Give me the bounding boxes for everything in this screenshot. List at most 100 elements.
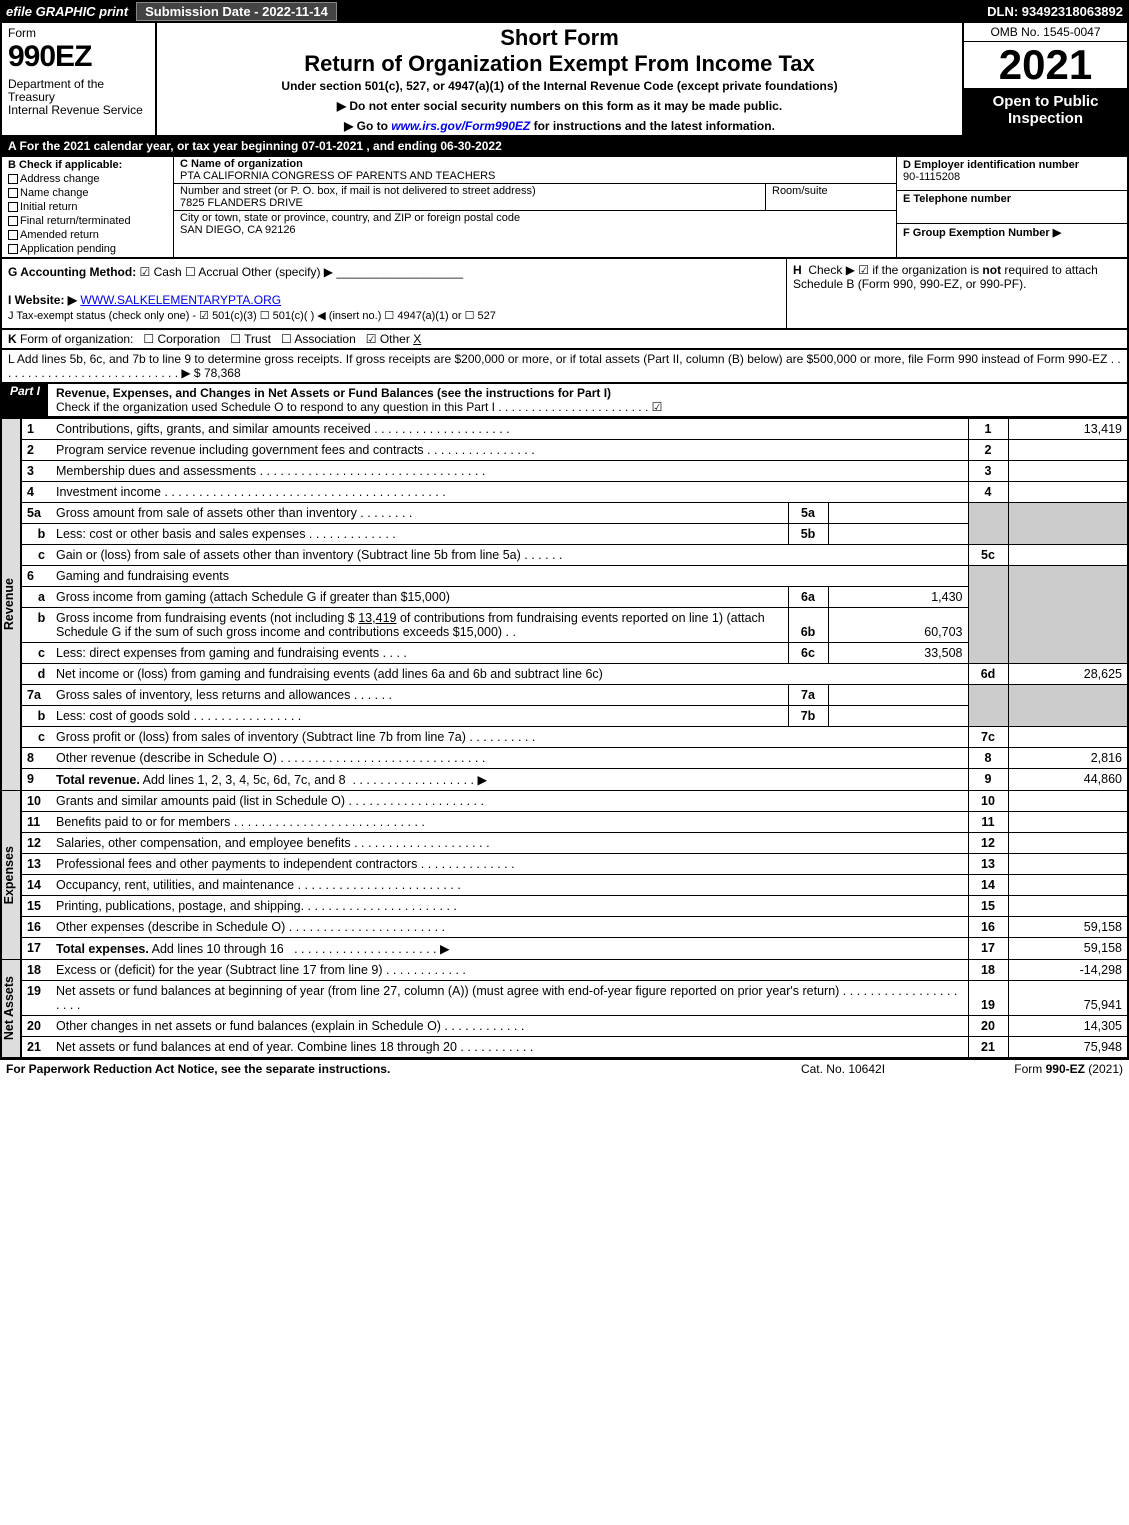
line-12-desc: Salaries, other compensation, and employ… bbox=[51, 833, 968, 854]
line-2-desc: Program service revenue including govern… bbox=[51, 440, 968, 461]
line-3-desc: Membership dues and assessments . . . . … bbox=[51, 461, 968, 482]
line-1-rnum: 1 bbox=[968, 419, 1008, 440]
website-link[interactable]: WWW.SALKELEMENTARYPTA.ORG bbox=[80, 293, 281, 307]
header-right: OMB No. 1545-0047 2021 Open to Public In… bbox=[962, 23, 1127, 135]
line-17-rnum: 17 bbox=[968, 938, 1008, 960]
line-14-desc: Occupancy, rent, utilities, and maintena… bbox=[51, 875, 968, 896]
b-opt-final: Final return/terminated bbox=[8, 215, 167, 227]
line-7c-val bbox=[1008, 727, 1128, 748]
line-11-rnum: 11 bbox=[968, 812, 1008, 833]
line-7b-num: b bbox=[21, 706, 51, 727]
line-8-val: 2,816 bbox=[1008, 748, 1128, 769]
section-c: C Name of organization PTA CALIFORNIA CO… bbox=[174, 157, 897, 257]
f-label: F Group Exemption Number ▶ bbox=[903, 227, 1061, 239]
revenue-side-label: Revenue bbox=[1, 419, 21, 791]
line-7c-num: c bbox=[21, 727, 51, 748]
line-6d-val: 28,625 bbox=[1008, 664, 1128, 685]
line-2-val bbox=[1008, 440, 1128, 461]
d-ein-row: D Employer identification number 90-1115… bbox=[897, 157, 1127, 191]
line-6b-innum: 6b bbox=[788, 608, 828, 643]
line-18-val: -14,298 bbox=[1008, 960, 1128, 981]
h-text: H Check ▶ ☑ if the organization is not r… bbox=[793, 263, 1098, 291]
line-20-num: 20 bbox=[21, 1016, 51, 1037]
form-subtitle: Under section 501(c), 527, or 4947(a)(1)… bbox=[165, 79, 954, 93]
shade-7-val bbox=[1008, 685, 1128, 727]
org-city: SAN DIEGO, CA 92126 bbox=[180, 224, 296, 236]
j-tax-status: J Tax-exempt status (check only one) - ☑… bbox=[8, 309, 780, 322]
page-footer: For Paperwork Reduction Act Notice, see … bbox=[0, 1059, 1129, 1078]
line-16-num: 16 bbox=[21, 917, 51, 938]
line-7a-num: 7a bbox=[21, 685, 51, 706]
c-city-label: City or town, state or province, country… bbox=[180, 212, 520, 224]
line-20-val: 14,305 bbox=[1008, 1016, 1128, 1037]
c-addr-label: Number and street (or P. O. box, if mail… bbox=[180, 185, 536, 197]
dln-number: DLN: 93492318063892 bbox=[987, 4, 1123, 19]
shade-5-val bbox=[1008, 503, 1128, 545]
line-5b-num: b bbox=[21, 524, 51, 545]
expenses-side-label: Expenses bbox=[1, 791, 21, 960]
b-label: B Check if applicable: bbox=[8, 159, 167, 171]
form-word: Form bbox=[8, 26, 149, 40]
irs-link[interactable]: www.irs.gov/Form990EZ bbox=[391, 119, 530, 133]
form-number: 990EZ bbox=[8, 40, 149, 74]
line-4-num: 4 bbox=[21, 482, 51, 503]
line-5a-inval bbox=[828, 503, 968, 524]
row-l: L Add lines 5b, 6c, and 7b to line 9 to … bbox=[0, 350, 1129, 384]
line-17-num: 17 bbox=[21, 938, 51, 960]
line-15-val bbox=[1008, 896, 1128, 917]
line-13-desc: Professional fees and other payments to … bbox=[51, 854, 968, 875]
org-address: 7825 FLANDERS DRIVE bbox=[180, 197, 303, 209]
e-label: E Telephone number bbox=[903, 193, 1011, 205]
line-10-num: 10 bbox=[21, 791, 51, 812]
line-21-num: 21 bbox=[21, 1037, 51, 1059]
line-5a-innum: 5a bbox=[788, 503, 828, 524]
i-website-row: I Website: ▶ WWW.SALKELEMENTARYPTA.ORG bbox=[8, 293, 780, 307]
line-5b-inval bbox=[828, 524, 968, 545]
line-6b-desc: Gross income from fundraising events (no… bbox=[51, 608, 788, 643]
header-left: Form 990EZ Department of the Treasury In… bbox=[2, 23, 157, 135]
line-12-num: 12 bbox=[21, 833, 51, 854]
line-16-val: 59,158 bbox=[1008, 917, 1128, 938]
line-8-rnum: 8 bbox=[968, 748, 1008, 769]
line-15-desc: Printing, publications, postage, and shi… bbox=[51, 896, 968, 917]
line-20-rnum: 20 bbox=[968, 1016, 1008, 1037]
netassets-side-label: Net Assets bbox=[1, 960, 21, 1059]
line-10-val bbox=[1008, 791, 1128, 812]
line-12-rnum: 12 bbox=[968, 833, 1008, 854]
header-mid: Short Form Return of Organization Exempt… bbox=[157, 23, 962, 135]
line-18-rnum: 18 bbox=[968, 960, 1008, 981]
b-opt-pending: Application pending bbox=[8, 243, 167, 255]
line-16-rnum: 16 bbox=[968, 917, 1008, 938]
line-18-desc: Excess or (deficit) for the year (Subtra… bbox=[51, 960, 968, 981]
line-7a-desc: Gross sales of inventory, less returns a… bbox=[51, 685, 788, 706]
c-name-label: C Name of organization bbox=[180, 158, 303, 170]
row-a-tax-year: A For the 2021 calendar year, or tax yea… bbox=[0, 137, 1129, 157]
line-19-rnum: 19 bbox=[968, 981, 1008, 1016]
line-6c-innum: 6c bbox=[788, 643, 828, 664]
footer-cat: Cat. No. 10642I bbox=[743, 1062, 943, 1076]
b-opt-address: Address change bbox=[8, 173, 167, 185]
part-1-header: Part I Revenue, Expenses, and Changes in… bbox=[0, 384, 1129, 418]
line-5c-val bbox=[1008, 545, 1128, 566]
line-6-num: 6 bbox=[21, 566, 51, 587]
line-9-rnum: 9 bbox=[968, 769, 1008, 791]
section-def: D Employer identification number 90-1115… bbox=[897, 157, 1127, 257]
section-h: H Check ▶ ☑ if the organization is not r… bbox=[787, 259, 1127, 328]
line-5a-desc: Gross amount from sale of assets other t… bbox=[51, 503, 788, 524]
line-11-num: 11 bbox=[21, 812, 51, 833]
line-12-val bbox=[1008, 833, 1128, 854]
line-6a-num: a bbox=[21, 587, 51, 608]
submission-date: Submission Date - 2022-11-14 bbox=[136, 2, 337, 21]
line-19-num: 19 bbox=[21, 981, 51, 1016]
inspection-label: Open to Public Inspection bbox=[964, 89, 1127, 135]
line-19-desc: Net assets or fund balances at beginning… bbox=[51, 981, 968, 1016]
line-4-desc: Investment income . . . . . . . . . . . … bbox=[51, 482, 968, 503]
line-6d-rnum: 6d bbox=[968, 664, 1008, 685]
line-1-num: 1 bbox=[21, 419, 51, 440]
line-17-desc: Total expenses. Add lines 10 through 16 … bbox=[51, 938, 968, 960]
line-5c-rnum: 5c bbox=[968, 545, 1008, 566]
line-6c-inval: 33,508 bbox=[828, 643, 968, 664]
b-opt-name: Name change bbox=[8, 187, 167, 199]
line-18-num: 18 bbox=[21, 960, 51, 981]
tax-year: 2021 bbox=[964, 42, 1127, 89]
